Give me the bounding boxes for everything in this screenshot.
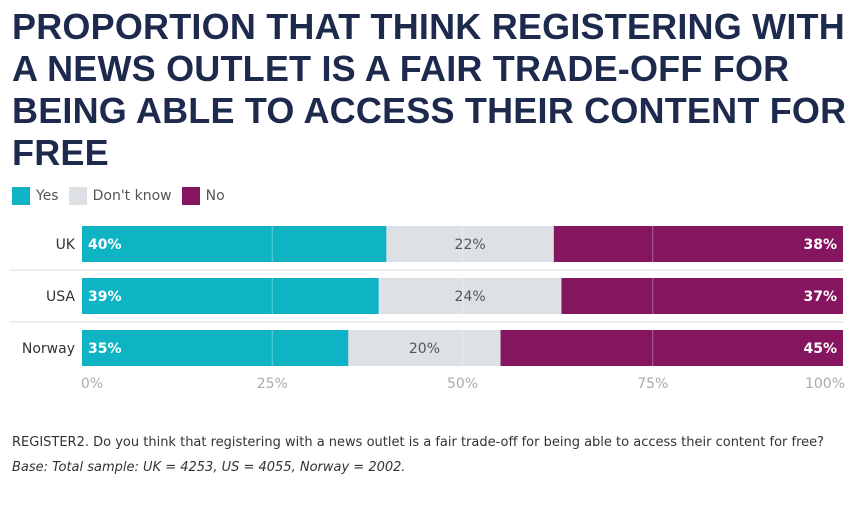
data-label: 45% [803, 341, 837, 357]
bar-segment [386, 226, 554, 262]
stacked-bar-chart: UK 40% 22% 38% USA 39% 24% 37% Norway 35% 20% 45% 0%… [10, 226, 845, 392]
legend: Yes Don't know No [12, 187, 235, 205]
footer: REGISTER2. Do you think that registering… [12, 430, 852, 480]
bar-segment [500, 330, 843, 366]
legend-item-no: No [181, 187, 225, 205]
category-label: UK [56, 237, 76, 253]
legend-label-yes: Yes [36, 188, 59, 204]
data-label: 37% [803, 289, 837, 305]
category-label: Norway [22, 341, 75, 357]
bar-segment [82, 330, 349, 366]
bar-segment [82, 226, 387, 262]
data-label: 24% [455, 289, 486, 305]
data-label: 38% [803, 237, 837, 253]
bar-segment [378, 278, 562, 314]
legend-label-dont-know: Don't know [92, 188, 172, 204]
x-tick-label: 75% [637, 376, 668, 392]
legend-label-no: No [205, 188, 225, 204]
x-tick-label: 0% [81, 376, 103, 392]
x-tick-label: 25% [257, 376, 288, 392]
x-tick-label: 100% [805, 376, 845, 392]
legend-item-yes: Yes [12, 187, 59, 205]
legend-swatch-yes [12, 187, 30, 205]
sample-base: Base: Total sample: UK = 4253, US = 4055… [12, 460, 406, 475]
data-label: 39% [88, 289, 122, 305]
survey-question: REGISTER2. Do you think that registering… [12, 435, 825, 450]
data-label: 22% [455, 237, 486, 253]
bar-segment [553, 226, 843, 262]
bar-segment [348, 330, 501, 366]
data-label: 40% [88, 237, 122, 253]
x-tick-label: 50% [447, 376, 478, 392]
bar-segment [561, 278, 843, 314]
legend-swatch-dont-know [68, 187, 87, 205]
legend-item-dont-know: Don't know [68, 187, 172, 205]
chart-title: PROPORTION THAT THINK REGISTERING WITH A… [12, 6, 847, 173]
category-label: USA [46, 289, 75, 305]
bar-segment [82, 278, 379, 314]
legend-swatch-no [181, 187, 200, 205]
data-label: 20% [409, 341, 440, 357]
data-label: 35% [88, 341, 122, 357]
